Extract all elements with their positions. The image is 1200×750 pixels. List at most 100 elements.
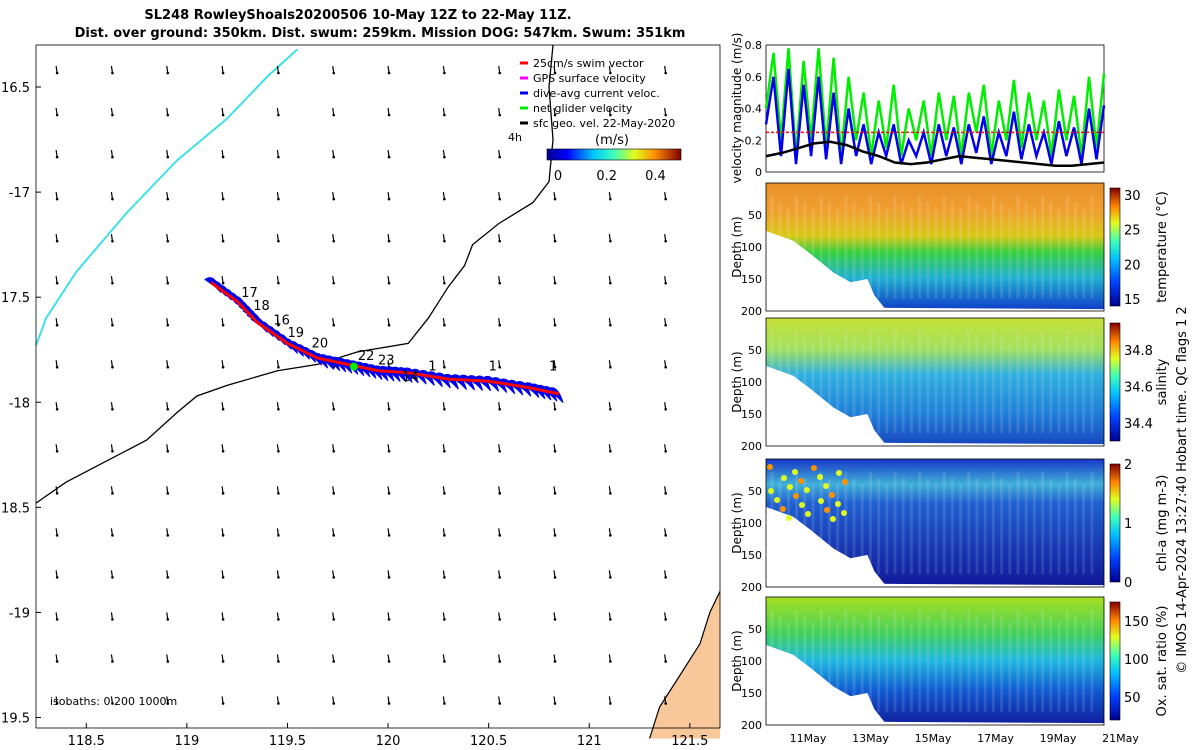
velocity-arrow-head: [166, 492, 170, 495]
velocity-arrow-head: [55, 323, 59, 327]
velocity-arrow-head: [443, 281, 446, 285]
velocity-arrow-head: [221, 113, 225, 117]
isobath-line: [35, 48, 299, 346]
velocity-arrow-head: [498, 113, 502, 117]
profile-y-tick-label: 150: [741, 549, 762, 562]
velocity-arrow-head: [221, 71, 225, 75]
velocity-arrow-head: [111, 365, 114, 369]
velocity-arrow-head: [664, 449, 667, 453]
velocity-arrow-head: [443, 323, 446, 327]
velocity-arrow-head: [553, 71, 557, 75]
legend-label: GPS surface velocity: [533, 72, 646, 85]
profile-axes-box: [765, 458, 1105, 588]
velocity-arrow-head: [498, 365, 502, 369]
velocity-arrow-head: [498, 618, 502, 621]
profile-colorbar-tick-label: 2: [1124, 458, 1132, 473]
track-day-label: 17: [241, 286, 258, 301]
profile-section: [766, 459, 1104, 586]
velocity-arrow-head: [387, 113, 391, 117]
velocity-arrow-head: [332, 239, 336, 243]
chl-highlight-dot: [774, 497, 780, 503]
velocity-arrow-head: [387, 407, 391, 411]
velocity-arrow-head: [498, 323, 502, 327]
profile-colorbar: [1109, 187, 1121, 307]
chart-title-line2: Dist. over ground: 350km. Dist. swum: 25…: [74, 26, 686, 41]
velocity-arrow-head: [332, 155, 336, 159]
velocity-arrow-head: [609, 71, 612, 75]
map-y-tick-label: -18: [9, 396, 30, 411]
chl-highlight-dot: [799, 502, 805, 508]
profile-colorbar: [1109, 463, 1121, 583]
velocity-arrow-head: [609, 365, 612, 369]
velocity-arrow-head: [332, 281, 336, 285]
velocity-arrow-head: [387, 576, 391, 579]
velocity-arrow-head: [221, 323, 225, 327]
velocity-arrow-head: [55, 407, 59, 411]
chl-highlight-dot: [835, 501, 841, 507]
colorbar-label: (m/s): [595, 133, 629, 148]
velocity-arrow-head: [166, 365, 170, 369]
velocity-arrow-head: [277, 239, 280, 243]
velocity-arrow-head: [221, 618, 225, 621]
map-y-tick-label: 17.5: [1, 291, 30, 306]
velocity-arrow-head: [443, 576, 446, 579]
track-day-label: 16: [273, 314, 290, 329]
map-x-tick-label: 121: [577, 734, 602, 749]
velocity-arrow-head: [277, 702, 280, 705]
velocity-arrow-head: [277, 323, 280, 327]
velocity-series-line: [764, 48, 1106, 157]
velocity-arrow-head: [166, 197, 170, 201]
velocity-arrow-head: [111, 407, 114, 411]
profile-colorbar-label: salinity: [1155, 358, 1170, 405]
profile-y-tick-label: 50: [748, 209, 762, 222]
velocity-arrow-head: [55, 197, 59, 201]
profile-ylabel: Depth (m): [730, 492, 744, 553]
velocity-arrow-head: [664, 323, 667, 327]
chl-highlight-dot: [818, 498, 824, 504]
velocity-arrow-head: [111, 660, 114, 663]
colorbar-tick-label: 0.4: [645, 169, 666, 184]
velocity-arrow-head: [609, 660, 612, 663]
chl-highlight-dot: [829, 492, 835, 498]
track-day-label: 14: [402, 370, 419, 385]
track-day-label: 1: [549, 360, 557, 375]
velocity-arrow-head: [609, 492, 612, 495]
track-day-label: 1: [428, 360, 436, 375]
profile-x-tick-label: 11May: [790, 732, 827, 745]
velocity-arrow-head: [55, 534, 59, 537]
velocity-arrow-head: [55, 618, 59, 621]
profile-axes-box: [765, 182, 1105, 312]
velocity-arrow-head: [609, 197, 612, 201]
profile-ylabel: Depth (m): [730, 630, 744, 691]
velocity-arrow-head: [498, 702, 502, 705]
velocity-arrow-head: [498, 197, 502, 201]
velocity-arrow-head: [664, 365, 667, 369]
velocity-arrow-head: [221, 197, 225, 201]
velocity-arrow-head: [166, 323, 170, 327]
profile-y-tick-label: 100: [741, 517, 762, 530]
velocity-arrow-head: [664, 197, 667, 201]
map-x-tick-label: 119: [174, 734, 199, 749]
velocity-arrow-head: [498, 449, 502, 453]
velocity-arrow-head: [443, 492, 446, 495]
velocity-arrow-head: [332, 534, 336, 537]
velocity-arrow-head: [221, 155, 225, 159]
velocity-arrow-head: [332, 576, 336, 579]
chl-highlight-dot: [780, 506, 786, 512]
velocity-arrow-head: [111, 239, 114, 243]
velocity-arrow-head: [387, 71, 391, 75]
velocity-arrow-head: [166, 155, 170, 159]
velocity-arrow-head: [609, 449, 612, 453]
velocity-arrow-head: [664, 702, 667, 705]
velocity-arrow-head: [111, 197, 114, 201]
velocity-arrow-head: [553, 660, 557, 663]
velocity-arrow-head: [277, 197, 280, 201]
profile-colorbar-tick-label: 34.4: [1124, 417, 1153, 432]
velocity-arrow-head: [221, 407, 225, 411]
velocity-arrow-head: [111, 492, 114, 495]
velocity-arrow-head: [166, 618, 170, 621]
velocity-arrow-head: [498, 239, 502, 243]
velocity-arrow-head: [609, 323, 612, 327]
profile-ylabel: Depth (m): [730, 351, 744, 412]
